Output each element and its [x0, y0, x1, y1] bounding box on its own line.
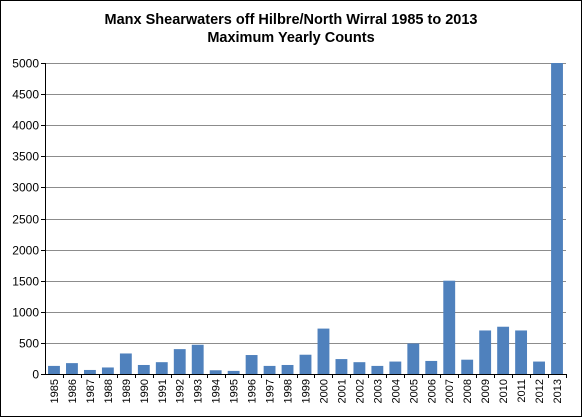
x-tick-label: 2012 — [534, 379, 546, 403]
bar-2013 — [551, 63, 563, 374]
bar-1994 — [209, 370, 222, 374]
y-tick-label: 2500 — [12, 213, 39, 227]
bar-2003 — [371, 365, 384, 374]
x-tick-label: 2008 — [462, 379, 474, 403]
bar-1998 — [281, 364, 294, 374]
x-tick-label: 1996 — [247, 379, 259, 403]
y-tick-label: 1000 — [12, 306, 39, 320]
x-tick-label: 2005 — [408, 379, 420, 403]
bar-1995 — [227, 370, 240, 374]
y-tick-label: 2000 — [12, 244, 39, 258]
x-tick-label: 1998 — [283, 379, 295, 403]
bars — [48, 63, 563, 374]
y-tick-label: 0 — [32, 368, 39, 382]
bar-2001 — [335, 359, 348, 374]
x-tick-label: 1994 — [211, 379, 223, 403]
bar-2012 — [533, 361, 545, 374]
x-tick-label: 1997 — [265, 379, 277, 403]
bar-1987 — [83, 369, 96, 374]
y-tick-label: 4500 — [12, 88, 39, 102]
x-tick-label: 1986 — [67, 379, 79, 403]
chart-subtitle: Maximum Yearly Counts — [207, 30, 375, 46]
bar-2004 — [389, 361, 402, 374]
y-tick-label: 5000 — [12, 57, 39, 71]
bar-1992 — [173, 349, 186, 374]
bar-1988 — [101, 367, 114, 374]
bar-2008 — [461, 359, 474, 374]
x-tick-label: 2011 — [516, 379, 528, 403]
x-tick-label: 1992 — [175, 379, 187, 403]
x-tick-label: 1993 — [193, 379, 205, 403]
bar-1989 — [119, 353, 132, 374]
x-tick-label: 1991 — [157, 379, 169, 403]
y-tick-label: 1500 — [12, 275, 39, 289]
y-tick-label: 3500 — [12, 150, 39, 164]
x-tick-label: 2007 — [444, 379, 456, 403]
x-tick-label: 2009 — [480, 379, 492, 403]
bar-1991 — [155, 362, 168, 374]
x-tick-label: 2000 — [318, 379, 330, 403]
gridlines — [45, 63, 566, 344]
x-tick-label: 2003 — [372, 379, 384, 403]
x-tick-labels: 1985 1986 1987 1988 1989 1990 1991 1992 1993 1994… — [49, 379, 564, 403]
x-tick-label: 2010 — [498, 379, 510, 403]
chart-title-block: Manx Shearwaters off Hilbre/North Wirral… — [1, 11, 581, 47]
x-tick-label: 1987 — [85, 379, 97, 403]
x-tick-label: 2001 — [336, 379, 348, 403]
y-tick-label: 3000 — [12, 181, 39, 195]
x-tick-label: 1995 — [229, 379, 241, 403]
bar-2009 — [479, 330, 492, 374]
x-tick-label: 1999 — [301, 379, 313, 403]
bar-1993 — [191, 344, 204, 374]
bar-2005 — [407, 343, 420, 374]
y-tick-label: 500 — [19, 337, 39, 351]
bar-2006 — [425, 360, 438, 374]
x-tick-label: 2004 — [390, 379, 402, 403]
axes — [41, 63, 567, 378]
bar-2010 — [497, 326, 510, 374]
bar-1997 — [263, 365, 276, 374]
y-tick-labels: 0 500 1000 1500 2000 2500 3000 3500 4000 4500 5000 — [12, 57, 39, 382]
x-tick-label: 2013 — [552, 379, 564, 403]
x-tick-label: 2006 — [426, 379, 438, 403]
bar-2002 — [353, 362, 366, 374]
bar-1985 — [48, 365, 60, 374]
bar-2007 — [443, 280, 456, 374]
x-tick-label: 1990 — [139, 379, 151, 403]
bar-1999 — [299, 354, 312, 374]
bar-1990 — [137, 364, 150, 374]
x-tick-label: 1988 — [103, 379, 115, 403]
chart-title: Manx Shearwaters off Hilbre/North Wirral… — [104, 12, 478, 28]
x-tick-label: 2002 — [354, 379, 366, 403]
bar-1996 — [245, 355, 258, 374]
x-tick-label: 1989 — [121, 379, 133, 403]
y-tick-label: 4000 — [12, 119, 39, 133]
bar-1986 — [66, 363, 78, 374]
bar-2000 — [317, 328, 330, 374]
bar-2011 — [515, 330, 528, 374]
x-tick-label: 1985 — [49, 379, 61, 403]
